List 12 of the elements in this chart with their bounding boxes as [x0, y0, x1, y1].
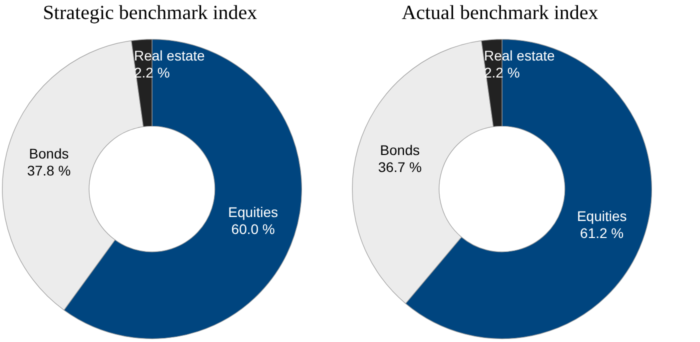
chart-title: Strategic benchmark index [42, 2, 258, 25]
data-label: 36.7 % [378, 158, 422, 175]
slice-label: Real estate [134, 48, 206, 64]
slice-label: Equities [576, 208, 627, 224]
slice-label: Real estate [484, 48, 556, 64]
slice-label: Bonds [29, 146, 69, 162]
slice-label: Equities [228, 204, 278, 220]
data-label: 60.0 % [231, 221, 275, 238]
slice-label: Bonds [380, 142, 420, 158]
data-label: 37.8 % [27, 162, 71, 179]
data-label: 61.2 % [580, 224, 624, 241]
chart-title: Actual benchmark index [400, 2, 600, 25]
